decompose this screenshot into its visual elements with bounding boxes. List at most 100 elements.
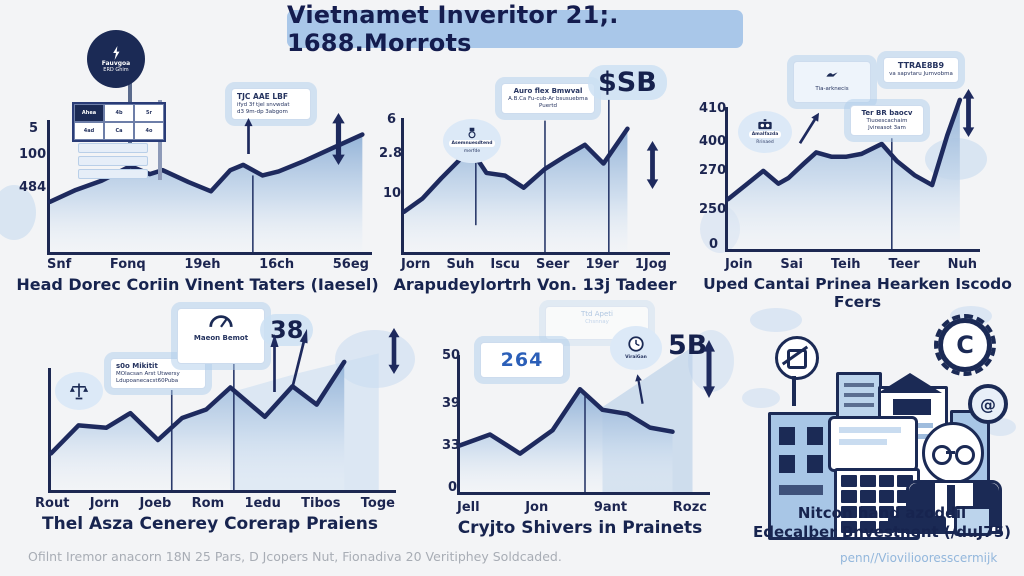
chart-panel-2: 6 2.8 10 Jorn Suh Iscu Seer 19er 1Jog Ar… [379, 55, 685, 305]
note-text: Tia-arknecis [815, 85, 849, 92]
up-arrow-icon [244, 118, 253, 154]
footer-text: Ofilnt Iremor anacorn 18N 25 Pars, D Jco… [28, 549, 562, 564]
x-tick-label: Rozc [672, 500, 707, 515]
y-tick-label: 2.8 [379, 146, 403, 161]
y-tick-label: 0 [709, 237, 719, 252]
watercolor-blob [0, 185, 36, 240]
chart-caption: Thel Asza Cenerey Corerap Praiens [42, 514, 378, 534]
line-chart [460, 346, 693, 492]
line-chart [51, 353, 379, 490]
badge-value: 264 [500, 348, 544, 371]
x-tick-label: Fonq [109, 257, 146, 272]
up-arrow-icon [635, 374, 644, 404]
x-tick-label: Joeb [139, 496, 172, 511]
glasses-tray-icon [888, 516, 946, 532]
data-table: Ahea 4b 5r 4ad Ca 4o [72, 102, 166, 142]
cloud-shape [750, 308, 802, 332]
small-box-icon [954, 506, 992, 536]
footer-link[interactable]: penn//Vioviliooresscermijk [840, 551, 998, 565]
bubble-text: ViraiGan [625, 355, 647, 360]
plot-area [401, 118, 670, 255]
x-tick-label: Snf [47, 257, 72, 272]
x-tick-label: 16ch [259, 257, 295, 272]
annotation-info-box: Auro flex Bmwval A.B.Ca Fu-cub-Ar bsusue… [501, 83, 595, 115]
note-text: Maeon Bemot [193, 333, 249, 342]
table-cell: 5r [134, 104, 164, 122]
bird-icon [826, 72, 838, 77]
note-text: ifyd 3f tjel snvwdat [237, 101, 290, 108]
y-tick-label: 50 [442, 348, 461, 363]
y-tick-label: 5 [29, 121, 39, 136]
double-arrow-icon [332, 113, 345, 165]
annotation-bubble: Amalfazda Rrinaed [738, 111, 792, 153]
gear-letter: C [956, 331, 974, 359]
note-text: Tiuoescachaim [866, 118, 908, 125]
annotation-bubble: Asemnuesdtend merfde [443, 119, 501, 163]
x-tick-label: Suh [446, 257, 475, 272]
x-tick-label: Teer [888, 257, 920, 272]
coin-icon: @ [968, 384, 1008, 424]
table-cell: Ca [104, 122, 134, 140]
line-chart [728, 107, 980, 250]
big-value-label: $SB [588, 65, 667, 100]
x-tick-label: 19eh [184, 257, 221, 272]
gauge-icon [209, 315, 233, 328]
double-arrow-icon [646, 141, 659, 189]
bubble-text: Amalfazda [748, 130, 782, 138]
y-tick-label: 6 [387, 112, 397, 127]
bubble-text: Asemnuesdtend [448, 140, 496, 147]
bubble-text: Rrinaed [756, 139, 774, 145]
annotation-top-label: TTRAE8B9 va sapvtaru Jumvobma [883, 57, 959, 83]
note-text: Ter BR baocv [861, 109, 913, 117]
coin-glyph: @ [980, 394, 996, 414]
person-head-icon [922, 422, 984, 484]
plot-area [48, 353, 396, 493]
x-tick-label: Jorn [89, 496, 120, 511]
illustration-panel: C @ Nitcon hand azoddil Edecalber Bnvest… [740, 300, 1024, 541]
chart-panel-5: 50 39 33 0 Jell Jon 9ant Rozc Cryjto Shi… [430, 300, 730, 540]
annotation-gauge-box: Maeon Bemot [177, 308, 265, 364]
big-value-label: 5B [668, 330, 708, 361]
x-tick-label: 9ant [593, 500, 628, 515]
double-arrow-icon [388, 328, 400, 374]
x-tick-label: Teih [830, 257, 861, 272]
note-text: d3 9m-dp 3abgom [237, 108, 288, 115]
x-tick-label: 1Jog [634, 257, 667, 272]
y-tick-label: 0 [448, 480, 458, 495]
x-tick-label: Toge [360, 496, 395, 511]
up-arrow-icon [290, 328, 308, 390]
note-text: Ldupoanecacst60Puba [116, 378, 179, 385]
plot-area [725, 107, 980, 252]
x-tick-label: Iscu [490, 257, 520, 272]
note-text: va sapvtaru Jumvobma [889, 71, 953, 78]
table-cell: 4ad [74, 122, 104, 140]
note-text: Ttd Apeti [581, 310, 613, 318]
chart-panel-3: 410 400 270 250 0 Join Sai Teih Teer Nuh… [695, 55, 1020, 311]
annotation-info-box: s0o Mikitit MOlacsan Arst Utwersy Ldupoa… [110, 358, 206, 390]
chart-caption: Head Dorec Coriin Vinent Taters (Iaesel) [16, 275, 379, 294]
monitor-icon [828, 416, 918, 472]
x-tick-label: Rom [191, 496, 225, 511]
table-cell: Ahea [74, 104, 104, 122]
table-cell: 4b [104, 104, 134, 122]
annotation-clock-bubble: ViraiGan [610, 326, 662, 370]
badge-text: ERD Ghim [103, 66, 129, 73]
x-tick-label: 19er [585, 257, 619, 272]
x-tick-label: Join [725, 257, 753, 272]
table-cell: 4o [134, 122, 164, 140]
y-tick-label: 484 [19, 180, 47, 195]
annotation-badge-264: 264 [480, 342, 564, 378]
note-text: Chsnnay [585, 319, 609, 326]
medal-icon [468, 127, 476, 139]
note-text: TJC AAE LBF [237, 92, 288, 101]
note-text: Jvireasot 3am [868, 125, 906, 132]
chart-panel-4: Rout Jorn Joeb Rom 1edu Tibos Toge Thel … [15, 300, 405, 540]
y-tick-label: 400 [699, 134, 727, 149]
radio-icon [758, 118, 772, 129]
note-text: s0o Mikitit [116, 362, 158, 370]
plot-area [457, 346, 710, 495]
lightning-icon [113, 45, 120, 60]
double-arrow-icon [962, 89, 975, 137]
bubble-text: merfde [463, 149, 481, 154]
cloud-shape [742, 388, 780, 408]
